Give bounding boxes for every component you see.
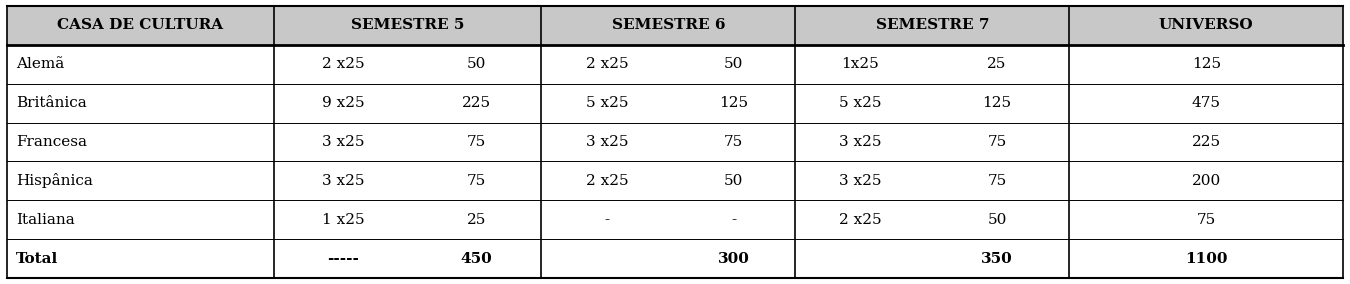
Text: 1100: 1100	[1185, 252, 1227, 266]
Text: SEMESTRE 5: SEMESTRE 5	[351, 18, 464, 32]
Text: Alemã: Alemã	[16, 57, 65, 71]
Text: -----: -----	[327, 252, 359, 266]
Text: 5 x25: 5 x25	[838, 96, 882, 110]
Text: 50: 50	[987, 213, 1007, 227]
Text: 25: 25	[987, 57, 1007, 71]
Text: 2 x25: 2 x25	[586, 174, 628, 188]
Text: CASA DE CULTURA: CASA DE CULTURA	[57, 18, 224, 32]
Text: 350: 350	[981, 252, 1012, 266]
Text: 75: 75	[467, 135, 486, 149]
Text: 3 x25: 3 x25	[321, 174, 365, 188]
Text: 200: 200	[1192, 174, 1220, 188]
Text: -: -	[605, 213, 609, 227]
Text: 450: 450	[460, 252, 493, 266]
Text: 25: 25	[467, 213, 486, 227]
Text: 50: 50	[467, 57, 486, 71]
Text: 75: 75	[724, 135, 744, 149]
Text: 75: 75	[987, 135, 1007, 149]
Text: 225: 225	[1192, 135, 1220, 149]
Text: 3 x25: 3 x25	[838, 174, 882, 188]
Text: 75: 75	[467, 174, 486, 188]
Text: 125: 125	[720, 96, 748, 110]
Text: SEMESTRE 6: SEMESTRE 6	[612, 18, 725, 32]
Text: 3 x25: 3 x25	[586, 135, 628, 149]
Text: -: -	[732, 213, 736, 227]
Bar	[7, 6, 1343, 45]
Text: 3 x25: 3 x25	[838, 135, 882, 149]
Text: 50: 50	[724, 174, 744, 188]
Text: UNIVERSO: UNIVERSO	[1158, 18, 1254, 32]
Text: 75: 75	[987, 174, 1007, 188]
Text: 125: 125	[1192, 57, 1220, 71]
Text: 75: 75	[1196, 213, 1216, 227]
Text: 2 x25: 2 x25	[838, 213, 882, 227]
Text: 125: 125	[983, 96, 1011, 110]
Text: 1 x25: 1 x25	[321, 213, 365, 227]
Text: 3 x25: 3 x25	[321, 135, 365, 149]
Text: 2 x25: 2 x25	[321, 57, 365, 71]
Text: Italiana: Italiana	[16, 213, 76, 227]
Text: Francesa: Francesa	[16, 135, 88, 149]
Text: Total: Total	[16, 252, 58, 266]
Text: 5 x25: 5 x25	[586, 96, 628, 110]
Text: Britânica: Britânica	[16, 96, 86, 110]
Text: 50: 50	[724, 57, 744, 71]
Text: SEMESTRE 7: SEMESTRE 7	[876, 18, 990, 32]
Text: Hispânica: Hispânica	[16, 174, 93, 189]
Text: 2 x25: 2 x25	[586, 57, 628, 71]
Text: 300: 300	[718, 252, 749, 266]
Text: 225: 225	[462, 96, 491, 110]
Text: 475: 475	[1192, 96, 1220, 110]
Text: 1x25: 1x25	[841, 57, 879, 71]
Text: 9 x25: 9 x25	[321, 96, 365, 110]
